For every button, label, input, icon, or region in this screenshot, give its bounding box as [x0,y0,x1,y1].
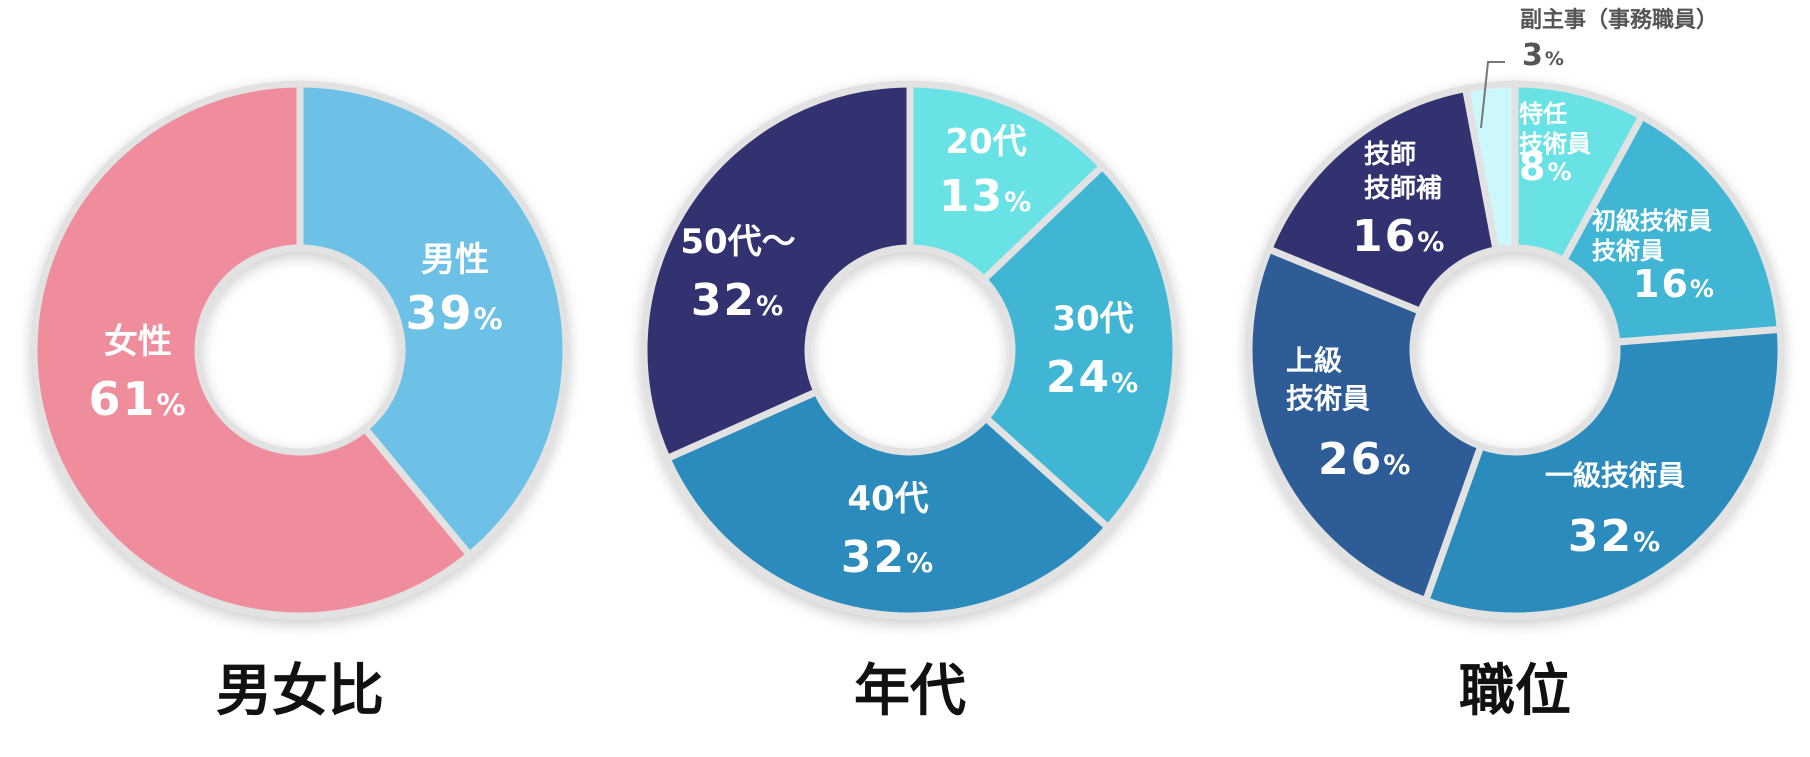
slice-label-name: 20代 [945,122,1026,162]
slice-label-value: 32% [691,275,785,326]
slice-label-name: 男性 [421,240,489,280]
chart-title: 男女比 [216,659,384,724]
slice-deputy [1461,80,1519,254]
slice-label-name: 40代 [847,479,928,519]
slice-male [296,80,570,560]
slice-label-name: 特任 [1519,100,1567,128]
slice-label-name: 初級技術員 [1592,207,1712,235]
slice-junior [1558,111,1784,346]
slice-label-name: 技師補 [1364,174,1442,204]
slice-label-name: 副主事（事務職員） [1520,7,1718,33]
slice-label-name: 上級 [1286,344,1342,377]
job-position-donut-chart: 特任技術員8%初級技術員技術員16%一級技術員32%上級技術員26%技師技師補1… [1245,7,1785,724]
slice-label-unit: % [1633,527,1662,558]
slice-label-unit: % [1417,227,1446,258]
slice-50s [640,80,914,464]
slice-label-unit: % [756,291,785,322]
chart-title: 年代 [854,659,966,724]
slice-label-name: 50代～ [680,222,795,262]
slice-label-unit: % [156,388,187,422]
slice-label-name: 技術員 [1519,130,1591,158]
slice-label-unit: % [1545,48,1566,70]
slice-label-unit: % [1383,450,1412,481]
slice-label-name: 技師 [1364,140,1416,170]
slice-label-unit: % [1111,368,1140,399]
leader-line [1480,61,1505,129]
slice-label-unit: % [1547,158,1573,186]
slice-label-unit: % [906,548,935,579]
slice-label-value: 3% [1522,38,1566,73]
slice-20s [906,80,1108,285]
slice-female [30,80,475,620]
slice-40s [662,386,1113,620]
slice-label-unit: % [1004,187,1033,218]
slice-30s [978,161,1180,533]
slice-first-class [1421,325,1785,620]
slice-label-name: 一級技術員 [1545,459,1685,492]
slice-label-name: 技術員 [1592,237,1664,265]
slice-label-name: 女性 [104,322,172,362]
slice-label-name: 30代 [1052,299,1133,339]
slice-senior [1245,244,1486,606]
slice-label-value: 16% [1633,262,1716,306]
slice-engineer [1264,84,1501,316]
slice-label-unit: % [473,302,504,336]
chart-title: 職位 [1459,659,1571,724]
slice-label-name: 技術員 [1286,382,1370,415]
slice-label-unit: % [1690,275,1716,303]
